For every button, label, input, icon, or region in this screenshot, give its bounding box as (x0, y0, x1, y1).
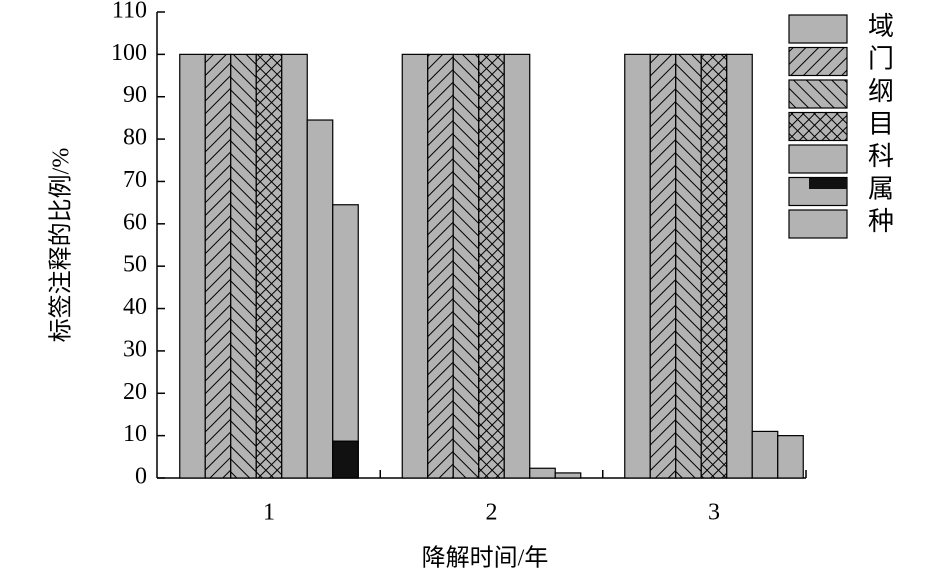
bar (452, 53, 480, 479)
legend-swatch (788, 79, 848, 109)
legend-label: 属 (868, 174, 894, 203)
y-tick-label: 90 (123, 82, 147, 108)
x-tick-label: 2 (486, 500, 498, 526)
legend-label: 纲 (868, 77, 894, 106)
legend-swatch (788, 14, 848, 44)
bar (255, 53, 283, 479)
y-tick-label: 110 (112, 0, 147, 24)
bar (554, 472, 582, 479)
legend-swatch (788, 111, 848, 142)
legend-label: 门 (868, 44, 894, 73)
legend-label: 目 (868, 109, 894, 138)
legend-swatch (788, 46, 848, 77)
legend-swatch (788, 144, 848, 174)
legend-swatch (788, 209, 848, 239)
bar (700, 53, 728, 479)
bar (401, 53, 429, 479)
y-tick-label: 0 (135, 464, 147, 490)
legend-label: 种 (868, 207, 894, 236)
bar (777, 435, 804, 479)
y-tick-label: 70 (123, 167, 147, 193)
bar (529, 467, 556, 479)
y-tick-label: 20 (123, 379, 147, 405)
bar (281, 53, 308, 479)
y-tick-label: 50 (123, 252, 147, 278)
y-tick-label: 10 (123, 421, 147, 447)
bar-overlay (332, 440, 359, 479)
bar (332, 204, 359, 479)
bar (751, 430, 779, 479)
bar (624, 53, 651, 479)
y-tick-label: 40 (123, 294, 147, 320)
y-tick-label: 30 (123, 336, 147, 362)
bar (230, 53, 257, 479)
bar (204, 53, 232, 479)
bar (427, 53, 454, 479)
y-axis-label: 标签注释的比例/% (48, 148, 75, 343)
bar (649, 53, 677, 479)
y-tick-label: 100 (111, 40, 147, 66)
x-tick-label: 1 (263, 500, 275, 526)
bar (726, 53, 753, 479)
legend-label: 科 (868, 142, 894, 171)
y-tick-label: 60 (123, 209, 147, 235)
bar (306, 119, 334, 479)
bar (503, 53, 531, 479)
bar (478, 53, 505, 479)
legend-label: 域 (868, 12, 894, 41)
x-tick-label: 3 (708, 500, 720, 526)
legend-swatch-mark (809, 178, 847, 189)
x-axis-label: 降解时间/年 (422, 545, 549, 572)
bar (675, 53, 702, 479)
y-tick-label: 80 (123, 125, 147, 151)
bar (179, 53, 206, 479)
